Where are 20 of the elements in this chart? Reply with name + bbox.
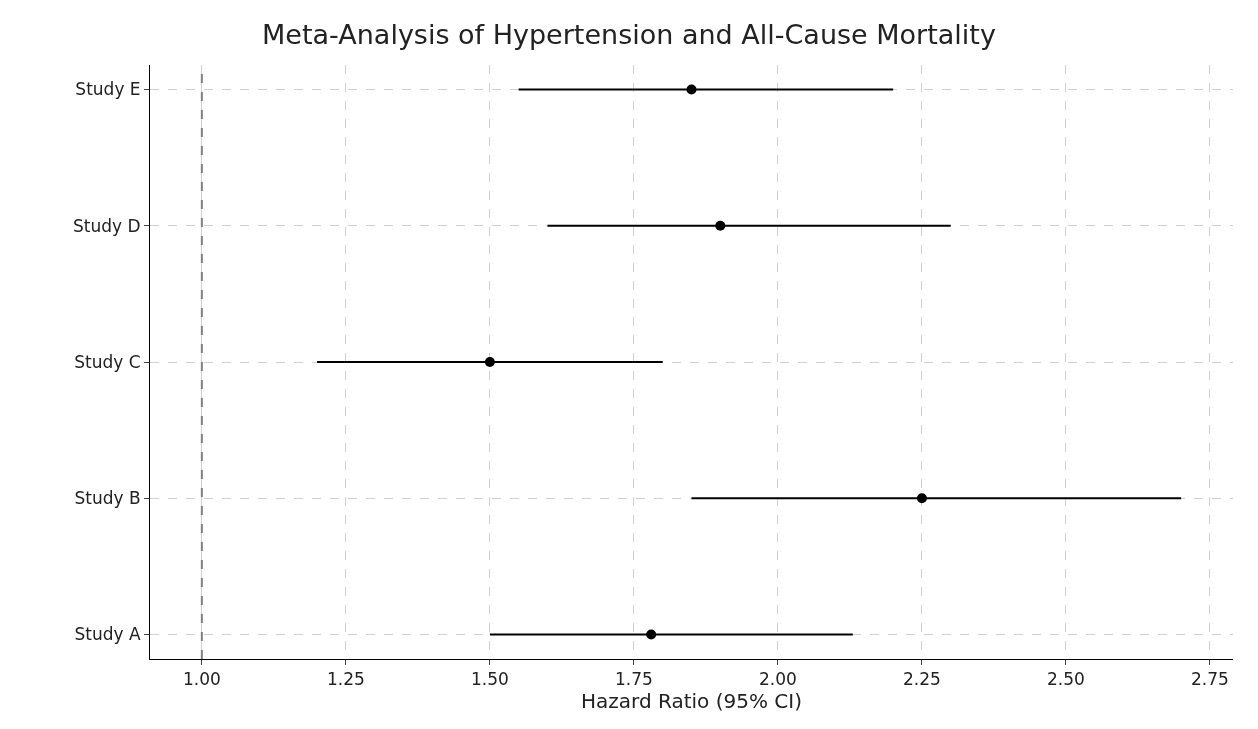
x-axis-title: Hazard Ratio (95% CI) [581,689,802,714]
x-tick-label: 1.25 [326,669,365,690]
point [686,84,697,95]
x-tick-label: 2.25 [903,669,941,690]
point [646,629,657,640]
x-tick-label: 1.00 [182,669,221,690]
x-tick-label: 2.75 [1191,669,1229,690]
point [484,357,495,367]
point [916,493,927,504]
x-tick-label: 1.75 [614,669,653,690]
y-tick-label: Study A [74,624,141,645]
chart-title: Meta-Analysis of Hypertension and All-Cause Mortality [262,19,996,51]
x-tick-label: 2.50 [1047,669,1085,690]
point [715,220,726,231]
y-tick-label: Study D [73,215,141,236]
x-tick-label: 2.00 [758,669,797,690]
x-tick-label: 1.50 [470,669,509,690]
y-tick-label: Study E [75,79,141,100]
y-tick-label: Study B [74,488,141,509]
y-tick-label: Study C [74,351,141,372]
